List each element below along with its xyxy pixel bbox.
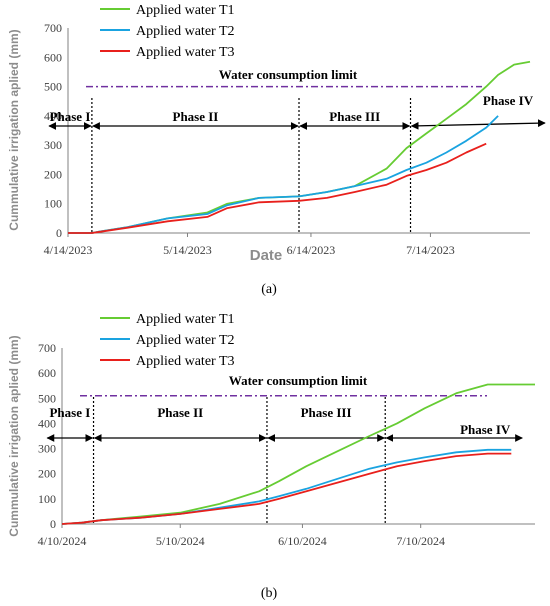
phase-label: Phase IV (483, 93, 534, 108)
y-tick-label: 100 (38, 492, 56, 506)
x-axis-title: Date (250, 247, 283, 264)
phase-arrow (410, 119, 546, 130)
series-line-1 (61, 383, 535, 525)
x-tick-label: 6/10/2024 (278, 534, 327, 548)
series-line-3 (68, 142, 487, 234)
phase-label: Phase I (50, 109, 91, 124)
x-tick-label: 6/14/2023 (287, 243, 336, 257)
y-tick-label: 700 (44, 21, 62, 35)
phase-label: Phase II (173, 109, 219, 124)
legend-label-1: Applied water T1 (136, 312, 235, 327)
y-axis-title: Cummulative irrigation aplied (mm) (7, 29, 21, 230)
legend-label-1: Applied water T1 (136, 3, 235, 18)
phase-label: Phase III (329, 109, 380, 124)
chart-b: 0 100 200 300 400 500 600 700 4/10/2024 5/10/2024… (7, 312, 535, 601)
y-tick-label: 200 (38, 467, 56, 481)
x-tick-label: 7/14/2023 (406, 243, 455, 257)
x-tick-label: 5/14/2023 (163, 243, 212, 257)
y-tick-label: 300 (44, 138, 62, 152)
series-line-2 (68, 115, 499, 234)
y-tick-label: 400 (38, 416, 56, 430)
phase-label: Phase II (157, 405, 203, 420)
x-tick-label: 4/10/2024 (38, 534, 87, 548)
phase-label: Phase III (301, 405, 352, 420)
y-tick-label: 100 (44, 197, 62, 211)
y-axis-title: Cummulative irrigation aplied (mm) (7, 335, 21, 536)
water-consumption-limit-label: Water consumption limit (229, 373, 368, 388)
x-tick-label: 5/10/2024 (156, 534, 205, 548)
y-tick-label: 400 (44, 109, 62, 123)
y-tick-label: 500 (38, 391, 56, 405)
series-line-2 (61, 448, 512, 525)
y-tick-label: 0 (56, 226, 62, 240)
phase-label: Phase I (49, 405, 90, 420)
y-tick-label: 300 (38, 442, 56, 456)
series-line-3 (61, 452, 512, 525)
chart-caption: (a) (261, 282, 277, 297)
y-tick-label: 0 (50, 517, 56, 531)
x-tick-label: 7/10/2024 (396, 534, 445, 548)
x-tick-label: 4/14/2023 (44, 243, 93, 257)
chart-a: 0 100 200 300 400 500 600 700 4/14/2023 5/14/2023… (7, 3, 546, 297)
legend-label-3: Applied water T3 (136, 354, 235, 369)
y-tick-label: 600 (44, 50, 62, 64)
legend-label-2: Applied water T2 (136, 24, 235, 39)
y-tick-label: 500 (44, 80, 62, 94)
water-consumption-limit-label: Water consumption limit (219, 67, 358, 82)
legend-label-2: Applied water T2 (136, 333, 235, 348)
legend-label-3: Applied water T3 (136, 45, 235, 60)
chart-caption: (b) (261, 586, 278, 601)
y-tick-label: 600 (38, 366, 56, 380)
y-tick-label: 700 (38, 341, 56, 355)
phase-label: Phase IV (460, 422, 511, 437)
y-tick-label: 200 (44, 167, 62, 181)
